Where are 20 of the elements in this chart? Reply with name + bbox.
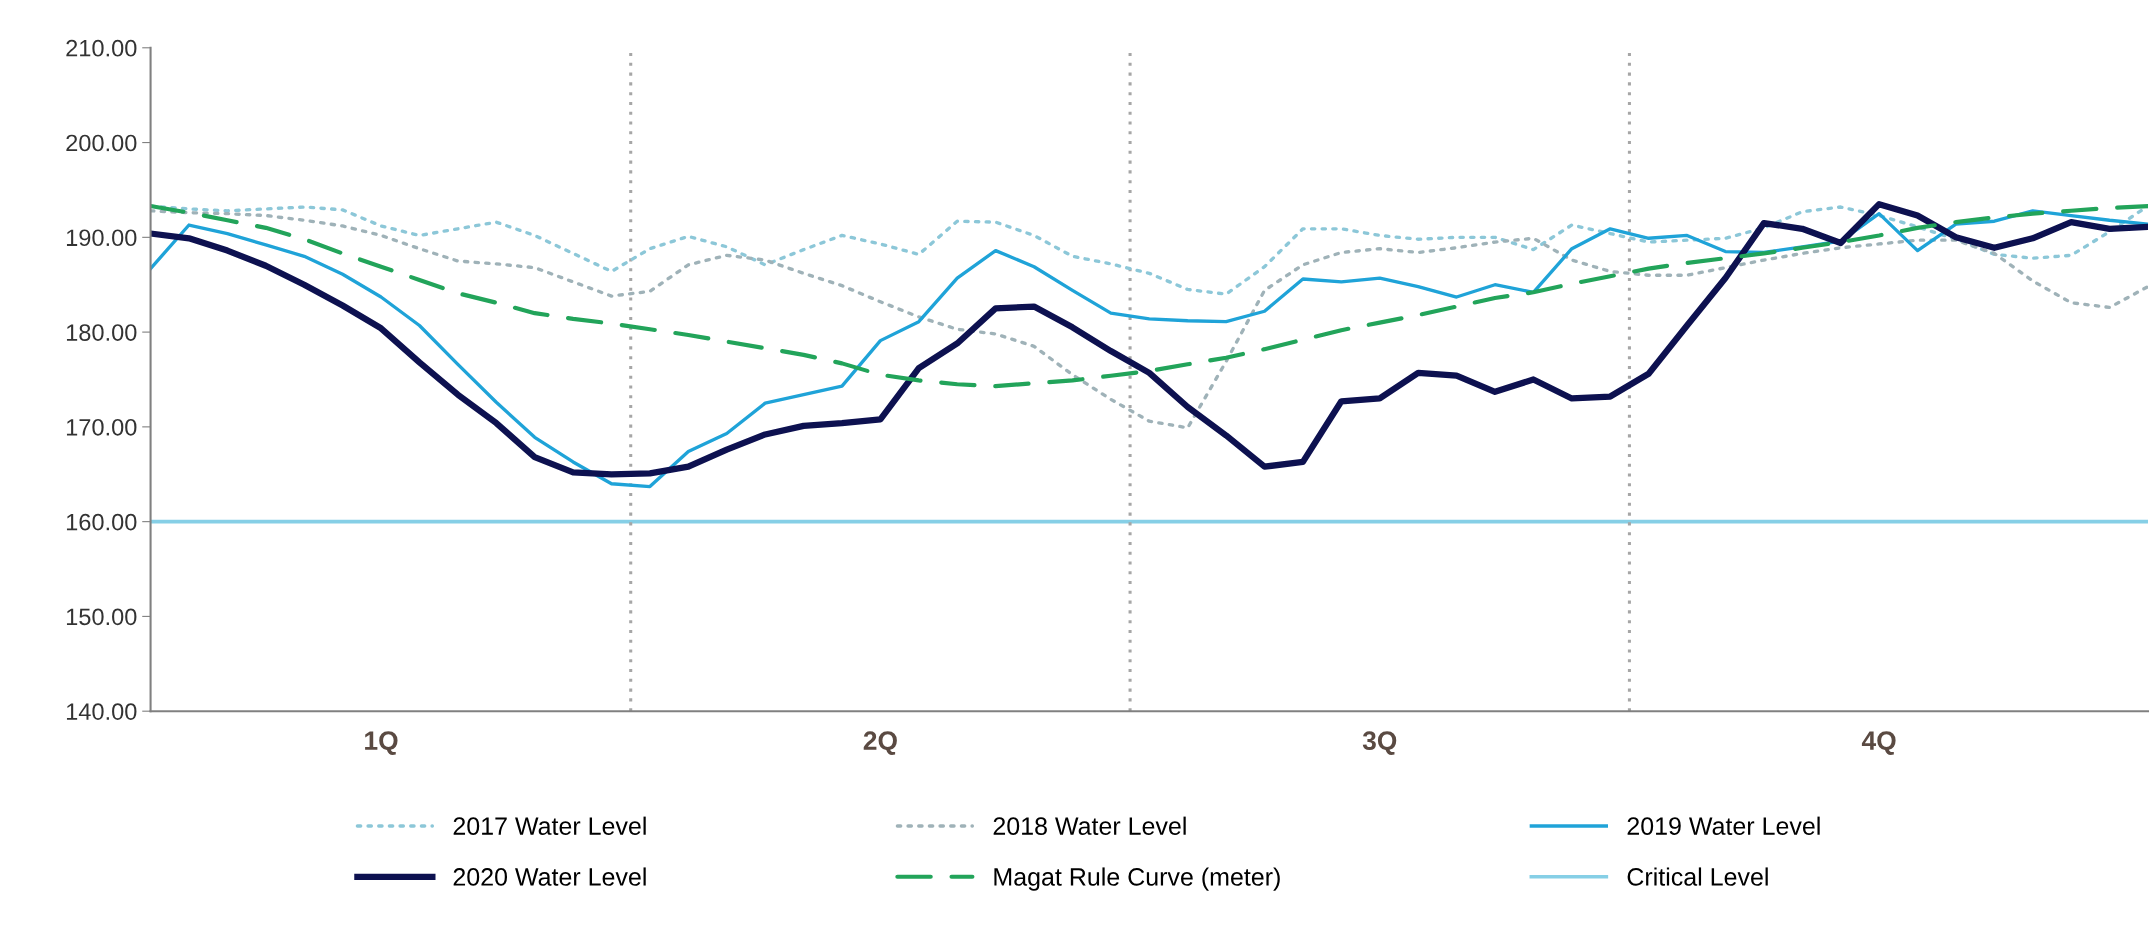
- legend-label: 2017 Water Level: [453, 816, 646, 835]
- line-series: [150, 209, 2148, 430]
- legend-label: 2020 Water Level: [453, 867, 646, 886]
- y-tick-label: 200.00: [66, 134, 137, 152]
- y-tick-label: 170.00: [66, 418, 137, 436]
- y-tick-label: 210.00: [66, 39, 137, 57]
- legend-label: 2019 Water Level: [1627, 816, 1820, 835]
- y-tick-label: 140.00: [66, 703, 137, 720]
- legend-label: 2018 Water Level: [993, 816, 1186, 835]
- legend-label: Magat Rule Curve (meter): [994, 867, 1280, 891]
- legend-label: Critical Level: [1627, 867, 1768, 886]
- x-tick-label: 1Q: [365, 731, 398, 755]
- y-tick-label: 160.00: [66, 513, 137, 531]
- line-series: [150, 203, 2148, 389]
- x-tick-label: 2Q: [863, 731, 897, 755]
- y-tick-label: 190.00: [66, 229, 137, 247]
- y-tick-label: 180.00: [66, 324, 137, 341]
- y-tick-label: 150.00: [66, 608, 137, 626]
- x-tick-label: 3Q: [1362, 731, 1397, 755]
- x-tick-label: 4Q: [1861, 731, 1896, 755]
